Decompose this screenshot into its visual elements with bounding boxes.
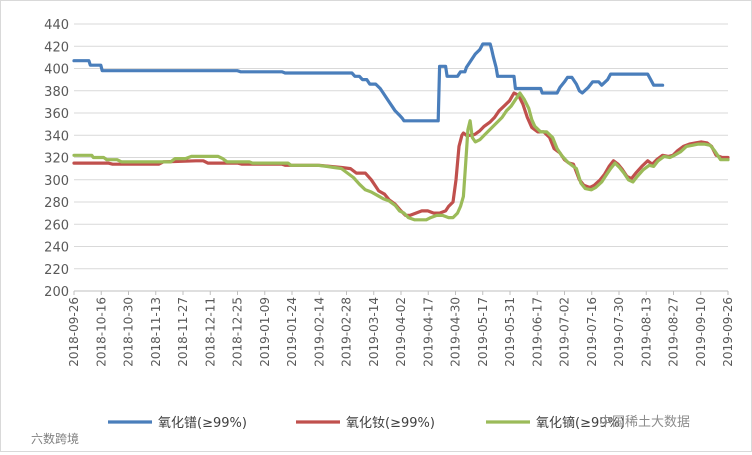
x-tick-label: 2019-02-14 [312, 297, 326, 367]
y-tick-label: 200 [44, 285, 69, 300]
x-tick-label: 2019-07-30 [612, 297, 626, 367]
legend-label-2: 氧化钕(≥99%) [346, 415, 435, 431]
x-tick-label: 2019-05-31 [503, 297, 517, 367]
x-tick-label: 2018-12-11 [203, 297, 217, 367]
x-tick-label: 2019-07-02 [558, 297, 572, 367]
y-tick-label: 400 [44, 63, 69, 78]
x-tick-label: 2019-01-24 [285, 297, 299, 367]
x-tick-label: 2018-10-30 [122, 297, 136, 367]
watermark-left: 六数跨境 [31, 431, 79, 446]
legend-label-1: 氧化镨(≥99%) [158, 416, 247, 431]
x-tick-label: 2019-09-10 [694, 297, 708, 367]
y-tick-label: 320 [44, 152, 69, 167]
y-tick-label: 420 [44, 40, 69, 55]
series-line-3 [72, 91, 730, 222]
watermark-right: 中国稀土大数据 [599, 415, 690, 430]
x-tick-label: 2019-04-30 [449, 297, 463, 367]
y-tick-label: 240 [44, 241, 69, 256]
y-tick-label: 220 [44, 263, 69, 278]
x-tick-label: 2018-12-25 [231, 297, 245, 367]
series-line-2 [72, 91, 730, 217]
series-lines [72, 42, 730, 222]
x-tick-label: 2019-04-02 [394, 297, 408, 367]
x-tick-label: 2019-06-17 [530, 297, 544, 367]
x-tick-label: 2019-09-26 [721, 297, 735, 367]
gridlines [74, 23, 728, 292]
x-tick-label: 2019-04-17 [421, 297, 435, 367]
y-tick-label: 280 [44, 196, 69, 211]
y-tick-label: 260 [44, 218, 69, 233]
legend: 氧化镨(≥99%) 氧化钕(≥99%) 氧化镝(≥99%) [108, 415, 625, 431]
x-tick-label: 2019-05-17 [476, 297, 490, 367]
x-tick-label: 2019-02-28 [340, 297, 354, 367]
x-tick-label: 2019-07-16 [585, 297, 599, 367]
y-tick-label: 340 [44, 129, 69, 144]
x-tick-label: 2019-01-09 [258, 297, 272, 367]
x-tick-label: 2019-08-27 [667, 297, 681, 367]
x-tick-label: 2018-09-26 [67, 297, 81, 367]
x-tick-label: 2018-10-16 [94, 297, 108, 367]
x-tick-label: 2018-11-27 [176, 297, 190, 367]
y-tick-label: 440 [44, 18, 69, 33]
x-tick-label: 2018-11-13 [149, 297, 163, 367]
legend-label-3: 氧化镝(≥99%) [536, 415, 625, 431]
watermarks: 六数跨境 中国稀土大数据 [31, 415, 690, 446]
y-tick-label: 300 [44, 174, 69, 189]
x-tick-label: 2019-03-14 [367, 297, 381, 367]
y-tick-label: 380 [44, 85, 69, 100]
series-line-1 [72, 42, 665, 123]
y-tick-label: 360 [44, 107, 69, 122]
axes: 200 220 240 260 280 300 320 340 360 380 400 420 440 2… [44, 18, 735, 367]
x-tick-label: 2019-08-13 [639, 297, 653, 367]
